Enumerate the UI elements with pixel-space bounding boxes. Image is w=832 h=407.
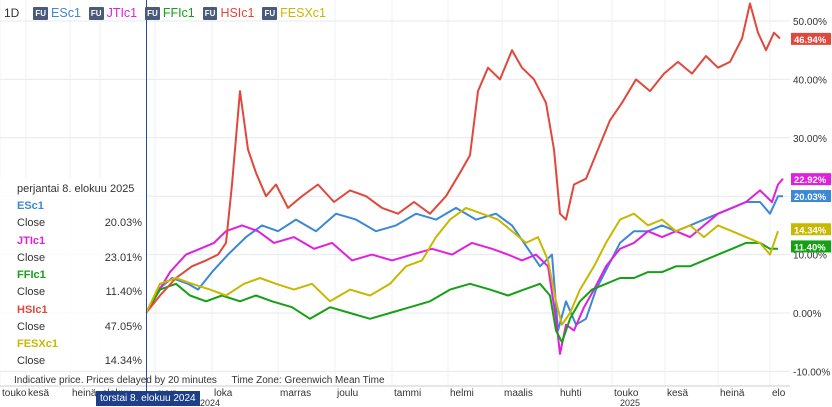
tooltip-value-row: Close 47.05% — [17, 321, 142, 335]
x-year-label: 2024 — [200, 398, 220, 407]
tooltip-symbol: JTIc1 — [17, 234, 46, 247]
fu-badge-icon: FU — [202, 6, 218, 20]
tooltip-label: Close — [17, 217, 46, 229]
tooltip-symbol: HSIc1 — [17, 303, 48, 316]
tooltip-value: 23.01% — [104, 251, 142, 264]
x-tick-label: maalis — [504, 388, 533, 399]
y-tick-label: 50.00% — [793, 17, 827, 28]
x-tick-label: kesä — [667, 388, 689, 399]
delay-note: Indicative price. Prices delayed by 20 m… — [14, 375, 217, 386]
interval-selector[interactable]: 1D — [4, 6, 20, 20]
crosshair-line — [146, 0, 147, 391]
timezone-note: Time Zone: Greenwich Mean Time — [231, 375, 385, 386]
chart-header: 1D FU ESc1 FU JTIc1 FU FFIc1 FU HSIc1 FU FESXc1 — [4, 4, 334, 22]
y-tick-label: 40.00% — [793, 75, 827, 86]
last-value-box — [791, 32, 831, 45]
tooltip-value: 11.40% — [105, 286, 143, 298]
tooltip-value-row: Close 14.34% — [17, 355, 142, 369]
series-line-ffic1 — [145, 241, 778, 344]
last-value-labels: 20.03% 22.92% 11.40% 46.94% 14.34% — [791, 32, 831, 253]
symbol-name: HSIc1 — [220, 6, 255, 20]
footer-note: Indicative price. Prices delayed by 20 m… — [14, 375, 397, 386]
tooltip-value: 14.34% — [104, 355, 142, 367]
tooltip-symbol-row: HSIc1 — [17, 304, 142, 318]
tooltip-label: Close — [17, 251, 46, 264]
tooltip-value: 20.03% — [104, 217, 142, 229]
last-value-label: 20.03% — [794, 192, 827, 203]
symbol-jtic1[interactable]: FU JTIc1 — [88, 6, 138, 20]
symbol-name: ESc1 — [51, 6, 81, 20]
symbol-ffic1[interactable]: FU FFIc1 — [145, 6, 195, 20]
crosshair-tooltip: perjantai 8. elokuu 2025 ESc1 Close 20.03%… — [0, 178, 146, 370]
symbol-esc1[interactable]: FU ESc1 — [33, 6, 81, 20]
x-tick-label: tammi — [394, 388, 421, 399]
last-value-box — [791, 240, 831, 253]
fu-badge-icon: FU — [145, 6, 160, 20]
series-line-esc1 — [145, 195, 783, 332]
x-tick-label: heinä — [72, 388, 97, 399]
series-lines — [145, 2, 784, 355]
last-value-label: 22.92% — [794, 175, 827, 186]
x-tick-label: heinä — [720, 388, 745, 399]
x-tick-label: touko — [2, 388, 27, 399]
tooltip-symbol: FFIc1 — [17, 269, 46, 281]
series-line-hsic1 — [145, 2, 781, 314]
x-tick-label: joulu — [336, 388, 358, 399]
y-tick-label: 10.00% — [793, 251, 827, 262]
x-tick-label: helmi — [450, 388, 474, 399]
last-value-box — [791, 173, 831, 186]
x-tick-label: touko — [614, 388, 639, 399]
y-tick-label: 0.00% — [793, 309, 821, 320]
x-tick-label: marras — [280, 388, 311, 399]
symbol-name: FESXc1 — [280, 6, 327, 20]
tooltip-symbol-row: ESc1 — [17, 200, 142, 214]
last-value-label: 46.94% — [794, 35, 827, 46]
fu-badge-icon: FU — [33, 6, 49, 20]
tooltip-value: 47.05% — [104, 320, 142, 333]
last-value-box — [791, 190, 831, 203]
tooltip-label: Close — [17, 320, 46, 333]
tooltip-date: perjantai 8. elokuu 2025 — [17, 183, 135, 195]
tooltip-value-row: Close 23.01% — [17, 252, 142, 266]
tooltip-label: Close — [17, 355, 46, 367]
x-year-label: 2025 — [620, 398, 640, 407]
y-tick-label: -10.00% — [793, 367, 830, 378]
tooltip-label: Close — [17, 286, 46, 298]
x-tick-label: elo — [772, 388, 786, 399]
tooltip-symbol-row: FESXc1 — [17, 338, 142, 352]
symbol-fesxc1[interactable]: FU FESXc1 — [262, 6, 326, 20]
last-value-label: 14.34% — [794, 225, 827, 236]
fu-badge-icon: FU — [262, 6, 278, 20]
x-tick-label: huhti — [560, 388, 582, 399]
tooltip-symbol-row: FFIc1 — [17, 269, 142, 283]
tooltip-value-row: Close 11.40% — [17, 286, 142, 300]
series-line-fesxc1 — [145, 206, 779, 326]
x-tick-label: kesä — [28, 388, 50, 399]
tooltip-symbol-row: JTIc1 — [17, 235, 142, 249]
fu-badge-icon: FU — [88, 6, 104, 20]
tooltip-value-row: Close 20.03% — [17, 217, 142, 231]
last-value-label: 11.40% — [794, 242, 826, 253]
symbol-legend: FU ESc1 FU JTIc1 FU FFIc1 FU HSIc1 FU FESXc1 — [33, 6, 334, 20]
symbol-hsic1[interactable]: FU HSIc1 — [202, 6, 255, 20]
y-tick-label: 30.00% — [793, 134, 827, 145]
last-value-box — [791, 223, 831, 236]
tooltip-symbol: ESc1 — [17, 200, 44, 212]
symbol-name: JTIc1 — [106, 6, 138, 20]
crosshair-date-badge: torstai 8. elokuu 2024 — [96, 391, 200, 406]
symbol-name: FFIc1 — [162, 6, 195, 20]
tooltip-symbol: FESXc1 — [17, 338, 58, 350]
x-tick-label: loka — [214, 388, 233, 399]
